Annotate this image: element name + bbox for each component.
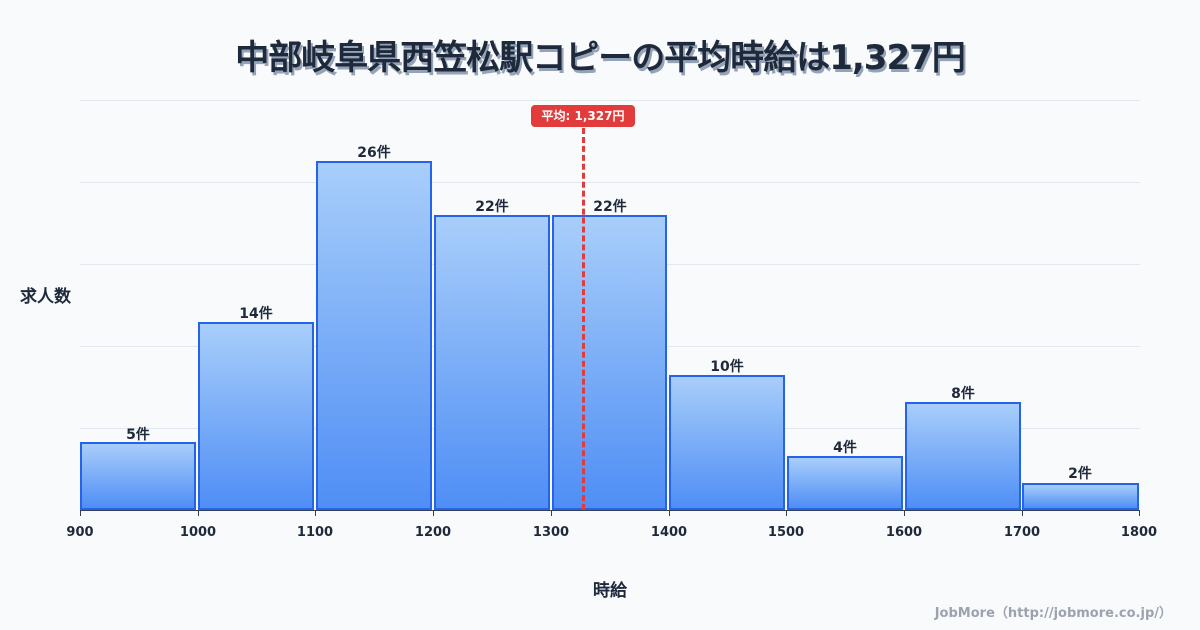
x-tick-label: 1200 xyxy=(414,525,452,540)
x-tick-label: 1100 xyxy=(296,525,334,540)
bar-value-label: 2件 xyxy=(1068,466,1092,482)
x-tick xyxy=(669,510,670,516)
x-tick-label: 900 xyxy=(66,525,94,540)
histogram-bar xyxy=(787,456,903,510)
histogram-bar xyxy=(1022,483,1139,510)
histogram-bar xyxy=(905,402,1021,510)
histogram-bar xyxy=(80,442,196,510)
x-tick-label: 1700 xyxy=(1003,525,1041,540)
x-tick-label: 1000 xyxy=(179,525,217,540)
x-axis-label: 時給 xyxy=(593,581,627,601)
mean-line xyxy=(582,128,585,510)
x-tick xyxy=(786,510,787,516)
y-axis-label: 求人数 xyxy=(20,287,71,307)
x-tick-label: 1600 xyxy=(885,525,923,540)
x-tick-label: 1500 xyxy=(767,525,805,540)
x-tick xyxy=(904,510,905,516)
bar-value-label: 14件 xyxy=(239,306,273,322)
x-axis-line xyxy=(80,510,1140,511)
chart-title: 中部岐阜県西笠松駅コピーの平均時給は1,327円 xyxy=(235,38,966,78)
x-tick xyxy=(315,510,316,516)
histogram-bar xyxy=(669,375,785,510)
x-tick xyxy=(80,510,81,516)
x-tick xyxy=(433,510,434,516)
mean-badge: 平均: 1,327円 xyxy=(531,105,635,127)
histogram-bar xyxy=(434,215,550,510)
histogram-bar xyxy=(552,215,667,510)
x-tick xyxy=(551,510,552,516)
gridline xyxy=(80,182,1140,183)
histogram-bar xyxy=(316,161,432,510)
histogram-bar xyxy=(198,322,314,510)
x-tick-label: 1300 xyxy=(532,525,570,540)
x-tick-label: 1400 xyxy=(650,525,688,540)
bar-value-label: 22件 xyxy=(593,199,627,215)
x-tick xyxy=(198,510,199,516)
bar-value-label: 22件 xyxy=(475,199,509,215)
bar-value-label: 5件 xyxy=(126,427,150,443)
gridline xyxy=(80,100,1140,101)
bar-value-label: 10件 xyxy=(710,359,744,375)
x-tick xyxy=(1022,510,1023,516)
bar-value-label: 4件 xyxy=(833,440,857,456)
bar-value-label: 26件 xyxy=(357,145,391,161)
x-tick-label: 1800 xyxy=(1120,525,1158,540)
x-tick xyxy=(1139,510,1140,516)
source-credit: JobMore（http://jobmore.co.jp/） xyxy=(934,606,1172,621)
bar-value-label: 8件 xyxy=(951,386,975,402)
